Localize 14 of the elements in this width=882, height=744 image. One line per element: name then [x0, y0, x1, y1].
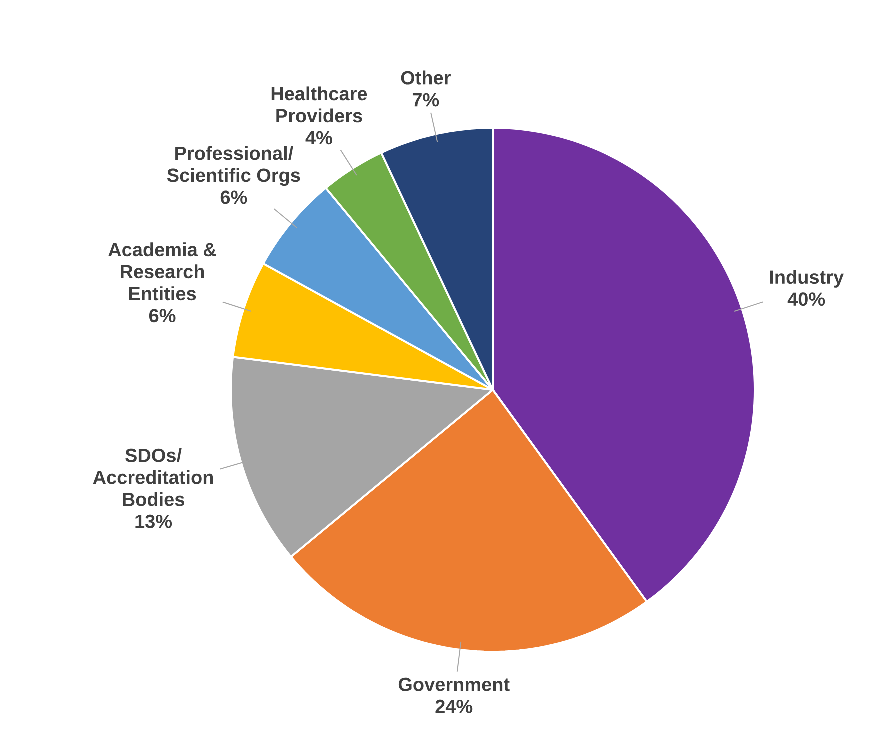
- data-label: 40%: [788, 292, 826, 306]
- data-label: 7%: [412, 93, 440, 107]
- slice-label: Professional/ Scientific Orgs: [167, 146, 300, 186]
- slice-label: Other: [401, 70, 451, 85]
- data-label: 6%: [149, 309, 176, 323]
- slice-label: SDOs/ Accreditation Bodies: [93, 448, 214, 506]
- data-label: 13%: [136, 514, 172, 528]
- slice-label: Healthcare Providers: [272, 86, 368, 123]
- data-label: 24%: [436, 700, 473, 714]
- data-label: 6%: [220, 190, 248, 204]
- slice-label: Academia & Research Entities: [108, 242, 216, 301]
- slice-label: Government: [398, 678, 510, 692]
- slice-label: Industry: [770, 270, 844, 288]
- data-label: 4%: [306, 131, 332, 145]
